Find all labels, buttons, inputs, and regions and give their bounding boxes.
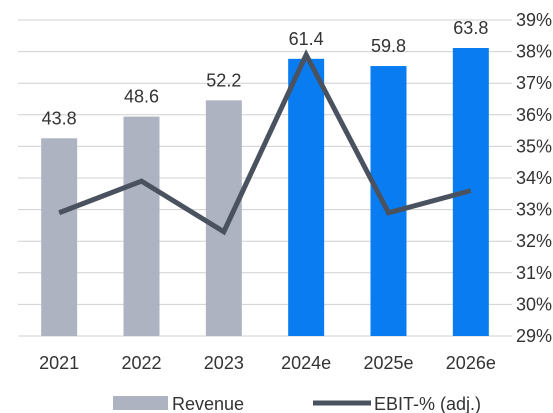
x-axis-ticks: 2021 2022 2023 2024e 2025e 2026e xyxy=(39,353,496,373)
bar-data-label: 52.2 xyxy=(206,70,241,90)
data-labels: 43.8 48.6 52.2 61.4 59.8 63.8 xyxy=(42,18,489,128)
revenue-bars xyxy=(41,47,489,337)
x-tick-label: 2021 xyxy=(39,353,79,373)
right-axis-ticks: 29% 30% 31% 32% 33% 34% 35% 36% 37% 38% 39% xyxy=(516,10,552,346)
y-tick-label: 36% xyxy=(516,105,552,125)
revenue-bar xyxy=(288,58,325,337)
x-tick-label: 2024e xyxy=(281,353,331,373)
legend-revenue-swatch xyxy=(113,396,168,410)
legend-ebit-label: EBIT-% (adj.) xyxy=(374,394,481,413)
bar-data-label: 43.8 xyxy=(42,108,77,128)
legend-revenue-label: Revenue xyxy=(172,394,244,413)
revenue-bar xyxy=(370,66,407,336)
y-tick-label: 29% xyxy=(516,326,552,346)
bar-data-label: 61.4 xyxy=(289,29,324,49)
y-tick-label: 38% xyxy=(516,42,552,62)
x-tick-label: 2026e xyxy=(446,353,496,373)
gridlines xyxy=(18,19,512,337)
bar-data-label: 48.6 xyxy=(124,87,159,107)
revenue-bar xyxy=(123,116,160,336)
y-tick-label: 39% xyxy=(516,10,552,30)
revenue-bar xyxy=(205,100,242,337)
y-tick-label: 34% xyxy=(516,168,552,188)
bar-data-label: 59.8 xyxy=(371,36,406,56)
ebit-line-path xyxy=(58,49,472,236)
y-tick-label: 37% xyxy=(516,73,552,93)
legend: Revenue EBIT-% (adj.) xyxy=(113,394,481,413)
y-tick-label: 31% xyxy=(516,263,552,283)
bar-data-label: 63.8 xyxy=(453,18,488,38)
ebit-line xyxy=(58,49,472,236)
x-tick-label: 2023 xyxy=(204,353,244,373)
y-tick-label: 33% xyxy=(516,200,552,220)
y-tick-label: 30% xyxy=(516,294,552,314)
x-tick-label: 2025e xyxy=(363,353,413,373)
y-tick-label: 35% xyxy=(516,136,552,156)
revenue-bar xyxy=(41,138,78,336)
y-tick-label: 32% xyxy=(516,231,552,251)
x-tick-label: 2022 xyxy=(121,353,161,373)
